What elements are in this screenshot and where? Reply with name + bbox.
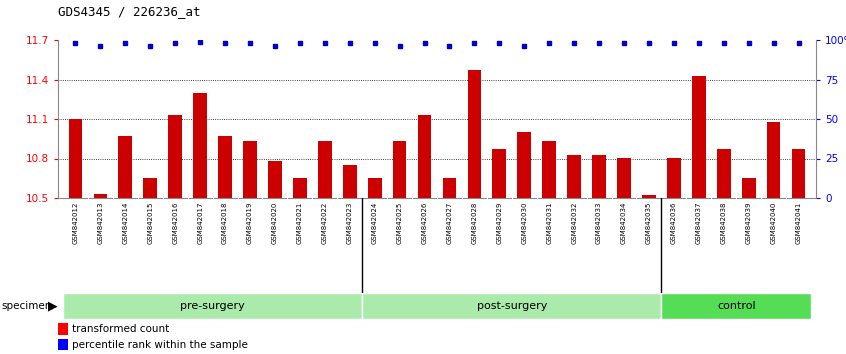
Bar bbox=[144, 178, 157, 198]
Text: GSM842041: GSM842041 bbox=[795, 202, 801, 244]
Text: GSM842012: GSM842012 bbox=[73, 202, 79, 244]
Text: GSM842028: GSM842028 bbox=[471, 202, 477, 244]
Text: GSM842020: GSM842020 bbox=[272, 202, 278, 244]
Text: GSM842035: GSM842035 bbox=[646, 202, 652, 244]
Text: GSM842037: GSM842037 bbox=[695, 202, 702, 244]
Text: GSM842019: GSM842019 bbox=[247, 202, 253, 244]
Text: GSM842021: GSM842021 bbox=[297, 202, 303, 244]
Bar bbox=[368, 178, 382, 198]
Bar bbox=[792, 149, 805, 198]
Text: ▶: ▶ bbox=[48, 299, 58, 313]
Bar bbox=[667, 159, 681, 198]
Text: GSM842026: GSM842026 bbox=[421, 202, 427, 244]
Text: GSM842018: GSM842018 bbox=[222, 202, 228, 244]
Text: percentile rank within the sample: percentile rank within the sample bbox=[72, 339, 248, 349]
Bar bbox=[617, 159, 631, 198]
Text: GDS4345 / 226236_at: GDS4345 / 226236_at bbox=[58, 5, 201, 18]
Bar bbox=[442, 178, 456, 198]
Text: post-surgery: post-surgery bbox=[476, 301, 547, 311]
Text: GSM842024: GSM842024 bbox=[371, 202, 377, 244]
Text: GSM842015: GSM842015 bbox=[147, 202, 153, 244]
Bar bbox=[63, 293, 362, 319]
Bar bbox=[193, 93, 207, 198]
Text: GSM842017: GSM842017 bbox=[197, 202, 203, 244]
Bar bbox=[362, 293, 662, 319]
Bar bbox=[418, 115, 431, 198]
Bar bbox=[518, 132, 531, 198]
Bar bbox=[766, 122, 781, 198]
Bar bbox=[168, 115, 182, 198]
Bar bbox=[318, 141, 332, 198]
Text: transformed count: transformed count bbox=[72, 324, 169, 334]
Bar bbox=[243, 141, 257, 198]
Text: GSM842025: GSM842025 bbox=[397, 202, 403, 244]
Bar bbox=[692, 75, 706, 198]
Bar bbox=[118, 136, 132, 198]
Text: pre-surgery: pre-surgery bbox=[180, 301, 245, 311]
Bar bbox=[268, 161, 282, 198]
Bar bbox=[393, 141, 406, 198]
Bar bbox=[69, 119, 82, 198]
Text: GSM842031: GSM842031 bbox=[547, 202, 552, 244]
Text: GSM842030: GSM842030 bbox=[521, 202, 527, 244]
Text: GSM842023: GSM842023 bbox=[347, 202, 353, 244]
Text: control: control bbox=[717, 301, 755, 311]
Bar bbox=[542, 141, 556, 198]
Bar bbox=[293, 178, 307, 198]
Text: specimen: specimen bbox=[2, 301, 52, 311]
Text: GSM842034: GSM842034 bbox=[621, 202, 627, 244]
Bar bbox=[468, 70, 481, 198]
Text: GSM842039: GSM842039 bbox=[745, 202, 752, 244]
Text: GSM842016: GSM842016 bbox=[173, 202, 179, 244]
Text: GSM842014: GSM842014 bbox=[123, 202, 129, 244]
Bar bbox=[58, 339, 69, 350]
Text: GSM842040: GSM842040 bbox=[771, 202, 777, 244]
Text: GSM842032: GSM842032 bbox=[571, 202, 577, 244]
Text: GSM842036: GSM842036 bbox=[671, 202, 677, 244]
Bar bbox=[642, 195, 656, 198]
Text: GSM842029: GSM842029 bbox=[497, 202, 503, 244]
Bar bbox=[94, 194, 107, 198]
Text: GSM842033: GSM842033 bbox=[596, 202, 602, 244]
Bar bbox=[717, 149, 731, 198]
Bar bbox=[568, 155, 581, 198]
Text: GSM842038: GSM842038 bbox=[721, 202, 727, 244]
Bar bbox=[662, 293, 811, 319]
Text: GSM842022: GSM842022 bbox=[321, 202, 327, 244]
Bar bbox=[592, 155, 606, 198]
Bar bbox=[492, 149, 506, 198]
Bar bbox=[742, 178, 755, 198]
Text: GSM842027: GSM842027 bbox=[447, 202, 453, 244]
Bar bbox=[58, 323, 69, 335]
Bar bbox=[343, 165, 356, 198]
Bar bbox=[218, 136, 232, 198]
Text: GSM842013: GSM842013 bbox=[97, 202, 103, 244]
